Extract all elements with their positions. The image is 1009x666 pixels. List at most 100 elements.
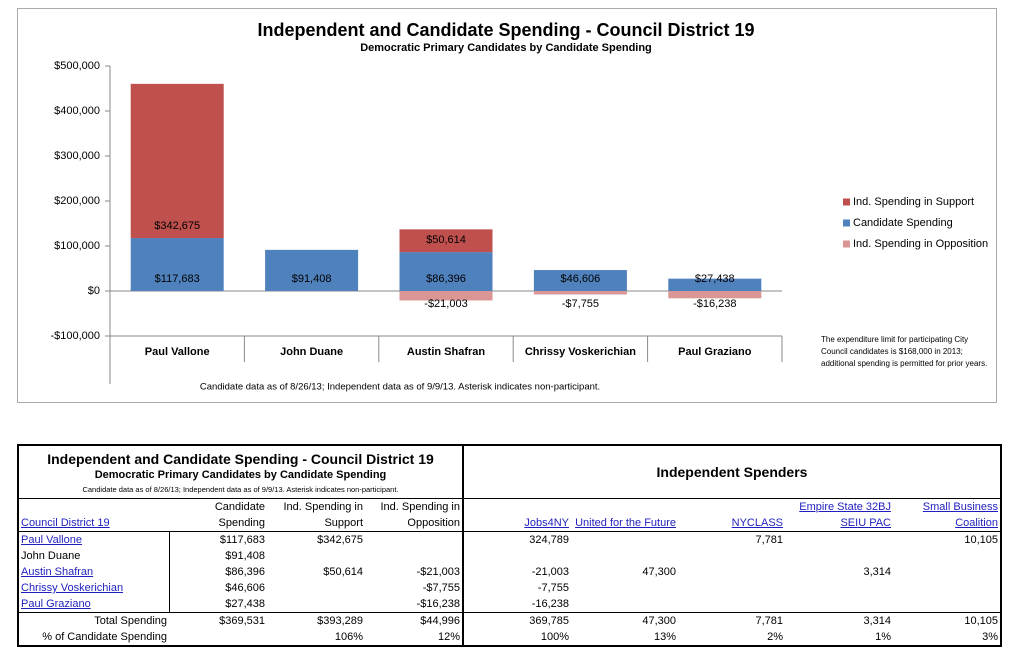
cell-text[interactable]: Chrissy Voskerichian [21,582,124,594]
chart-frame [17,8,997,403]
table-cell: $44,996 [365,612,463,629]
legend-label: Candidate Spending [853,217,953,229]
bar-segment [668,291,762,299]
table-cell [267,548,365,564]
legend-swatch [843,219,850,227]
y-tick-label: -$100,000 [50,330,100,342]
bar-segment [265,249,359,291]
table-cell: Chrissy Voskerichian [18,580,169,596]
table-cell [893,548,1001,564]
column-header-text[interactable]: United for the Future [575,517,676,529]
table-cell: $117,683 [168,531,267,548]
table-cell: 369,785 [462,612,571,629]
cell-text: 2% [767,631,783,643]
table-cell [267,580,365,596]
cell-text: $369,531 [219,615,265,627]
bar-segment [399,291,493,301]
column-header-text[interactable]: NYCLASS [731,517,783,529]
table-cell: 7,781 [678,531,785,548]
table-cell: $50,614 [267,564,365,580]
column-header-text[interactable]: Small Business Coalition [922,501,998,529]
table-cell: $342,675 [267,531,365,548]
y-tick-label: $500,000 [54,60,100,72]
table-cell: $369,531 [169,612,267,629]
table-cell: $86,396 [168,564,267,580]
cell-text: 369,785 [529,615,569,627]
cell-text: 3,314 [863,615,891,627]
table-cell: -7,755 [462,580,571,596]
column-header: Ind. Spending in Opposition [365,498,463,532]
column-header: Jobs4NY [462,498,571,532]
cell-text: 47,300 [642,615,676,627]
bar-segment [533,291,627,295]
bar-segment [399,252,493,291]
x-tick-label: Paul Graziano [678,346,752,358]
column-header-text: Ind. Spending in Support [283,501,363,529]
bar-segment [399,229,493,253]
table-note: Candidate data as of 8/26/13; Independen… [82,484,399,494]
column-header-text[interactable]: Jobs4NY [524,517,569,529]
cell-text: 13% [653,631,676,643]
table-title-cell: Independent and Candidate Spending - Cou… [18,445,463,499]
column-header-text[interactable]: Council District 19 [21,517,110,529]
cell-text[interactable]: Austin Shafran [21,566,94,578]
value-label: -$7,755 [562,298,599,310]
table-cell [169,629,267,646]
table-cell: 13% [571,629,678,646]
value-label: -$16,238 [693,298,736,310]
chart-title: Independent and Candidate Spending - Cou… [257,20,754,40]
legend-swatch [843,198,850,206]
table-cell [678,564,785,580]
table-cell: -16,238 [462,596,571,613]
table-cell: 106% [267,629,365,646]
table-cell: 10,105 [893,612,1001,629]
table-cell: Paul Graziano [18,596,169,613]
value-label: $117,683 [155,273,200,285]
cell-text: Total Spending [94,615,167,627]
table-cell [462,548,571,564]
table-cell [365,548,463,564]
cell-text: $91,408 [225,550,265,562]
y-tick-label: $300,000 [54,150,100,162]
cell-text: 7,781 [755,534,783,546]
table-cell: -$7,755 [365,580,463,596]
cell-text: -7,755 [537,582,569,594]
y-tick-label: $200,000 [54,195,100,207]
table-cell [571,548,678,564]
y-tick-label: $0 [88,285,100,297]
cell-text: -$21,003 [416,566,460,578]
x-tick-label: Austin Shafran [407,346,486,358]
table-row: Paul Graziano $27,438 -$16,238 -16,238 [18,596,1001,613]
table-cell: Total Spending [18,612,169,629]
cell-text: -16,238 [531,598,569,610]
cell-text[interactable]: Paul Vallone [21,534,82,546]
value-label: $27,438 [695,273,735,285]
table-cell: 47,300 [571,612,678,629]
legend-label: Ind. Spending in Support [853,196,974,208]
header-row: Council District 19 Candidate Spending Ind… [18,498,1001,532]
cell-text: 100% [540,631,569,643]
table-title: Independent and Candidate Spending - Cou… [47,450,434,467]
table-cell [893,564,1001,580]
table-cell: -21,003 [462,564,571,580]
value-label: $46,606 [561,273,601,285]
table-cell [785,580,893,596]
cell-text[interactable]: Paul Graziano [21,598,91,610]
table-row: % of Candidate Spending 106% 12% 100% 13% 2% 1… [18,629,1001,646]
table-cell [785,596,893,613]
table-cell: 3% [893,629,1001,646]
table-cell [785,531,893,548]
data-table: Independent and Candidate Spending - Cou… [17,444,1002,647]
title-row: Independent and Candidate Spending - Cou… [18,445,1001,499]
table-cell: Paul Vallone [18,531,169,548]
column-header-text: Ind. Spending in Opposition [380,501,460,529]
table-cell: 324,789 [462,531,571,548]
column-header-text[interactable]: Empire State 32BJ SEIU PAC [799,501,891,529]
column-header: Empire State 32BJ SEIU PAC [785,498,893,532]
table-cell: $393,289 [267,612,365,629]
table-cell: -$16,238 [365,596,463,613]
bar-segment [533,270,627,291]
value-label: -$21,003 [424,298,467,310]
table-cell [785,548,893,564]
cell-text: 7,781 [755,615,783,627]
